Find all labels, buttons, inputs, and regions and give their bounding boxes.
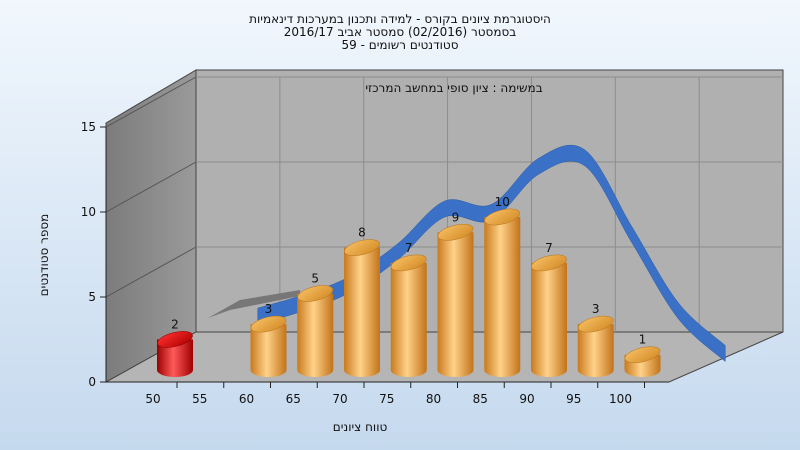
side-gridline-1 bbox=[105, 246, 197, 298]
bar-top-80 bbox=[437, 223, 474, 241]
curve-ribbon-tail bbox=[208, 290, 300, 318]
bar-body-50 bbox=[157, 339, 193, 377]
x-tick-60: 60 bbox=[239, 392, 254, 406]
bars: 2 3 5 8 7 9 10 7 3 1 bbox=[157, 195, 661, 377]
bar-65: 5 bbox=[297, 272, 334, 377]
x-tick-70: 70 bbox=[332, 392, 347, 406]
data-label-65: 5 bbox=[311, 272, 319, 286]
data-label-60: 3 bbox=[265, 302, 273, 316]
data-label-100: 1 bbox=[639, 333, 647, 347]
data-label-80: 9 bbox=[452, 210, 460, 224]
bar-body-75 bbox=[390, 262, 427, 377]
distribution-curve bbox=[208, 145, 726, 363]
bar-top-100 bbox=[624, 346, 661, 364]
bar-top-95 bbox=[577, 315, 614, 333]
curve-ribbon bbox=[257, 145, 726, 363]
bar-top-90 bbox=[531, 254, 567, 272]
bar-body-80 bbox=[437, 232, 474, 377]
data-label-70: 8 bbox=[358, 226, 366, 240]
chart-title-line-2: בסמסטר (02/2016) סמסטר אביב 2016/17 bbox=[283, 25, 517, 39]
bar-top-50 bbox=[157, 331, 193, 348]
bar-75: 7 bbox=[390, 241, 427, 377]
bar-body-95 bbox=[577, 324, 614, 377]
bar-top-85 bbox=[484, 208, 521, 226]
y-axis-title: מספר סטודנטים bbox=[37, 214, 51, 297]
bar-body-60 bbox=[250, 324, 287, 377]
y-tick-5: 5 bbox=[88, 290, 96, 304]
data-label-90: 7 bbox=[545, 241, 553, 255]
x-tick-80: 80 bbox=[426, 392, 441, 406]
x-tick-50: 50 bbox=[145, 392, 160, 406]
x-tick-95: 95 bbox=[566, 392, 581, 406]
y-tick-0: 0 bbox=[88, 375, 96, 389]
chart-title-line-3: סטודנטים רשומים - 59 bbox=[341, 38, 459, 52]
bar-top-65 bbox=[297, 285, 334, 302]
bar-body-85 bbox=[484, 217, 521, 377]
bar-100: 1 bbox=[624, 333, 661, 377]
data-label-75: 7 bbox=[405, 241, 413, 255]
bar-95: 3 bbox=[577, 302, 614, 377]
bar-body-65 bbox=[297, 293, 334, 377]
y-tick-10: 10 bbox=[81, 205, 96, 219]
x-tick-75: 75 bbox=[379, 392, 394, 406]
data-label-95: 3 bbox=[592, 302, 600, 316]
bar-top-60 bbox=[250, 315, 287, 333]
x-tick-100: 100 bbox=[609, 392, 632, 406]
x-tick-55: 55 bbox=[192, 392, 207, 406]
data-label-85: 10 bbox=[495, 195, 510, 209]
x-tick-85: 85 bbox=[473, 392, 488, 406]
bar-body-90 bbox=[531, 262, 567, 377]
x-tick-90: 90 bbox=[519, 392, 534, 406]
bar-85: 10 bbox=[484, 195, 521, 377]
bar-80: 9 bbox=[437, 210, 474, 377]
bar-60: 3 bbox=[250, 302, 287, 377]
chart-inner-title: במשימה : ציון סופי במחשב המרכזי bbox=[365, 81, 542, 95]
bar-90: 7 bbox=[531, 241, 567, 377]
side-gridline-3 bbox=[105, 76, 197, 128]
x-tick-65: 65 bbox=[286, 392, 301, 406]
bar-70: 8 bbox=[344, 226, 380, 377]
data-label-50: 2 bbox=[171, 317, 179, 331]
side-gridline-2 bbox=[105, 161, 197, 213]
bar-top-70 bbox=[344, 239, 380, 256]
bar-top-75 bbox=[390, 254, 427, 272]
bar-body-70 bbox=[344, 247, 380, 377]
chart-title-line-1: היסטוגרמת ציונים בקורס - למידה ותכנון במ… bbox=[249, 12, 551, 26]
bar-50: 2 bbox=[157, 317, 193, 377]
y-tick-15: 15 bbox=[81, 120, 96, 134]
x-axis-title: טווח ציונים bbox=[333, 420, 388, 434]
